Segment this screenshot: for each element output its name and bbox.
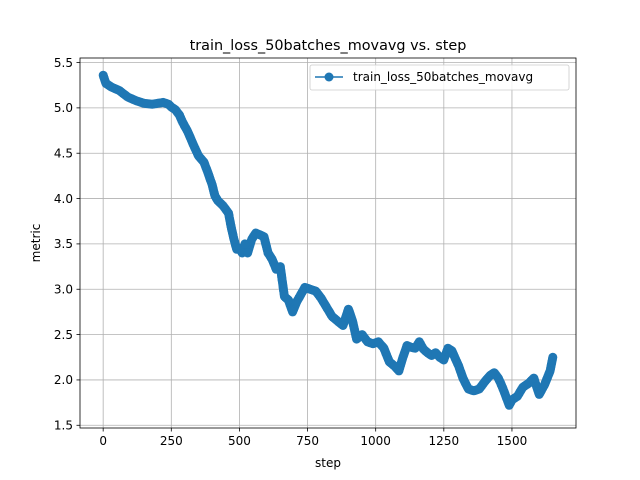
data-point xyxy=(226,223,236,233)
data-point xyxy=(203,168,213,178)
data-point xyxy=(529,373,539,383)
x-tick-label: 1000 xyxy=(360,434,391,448)
x-tick-label: 0 xyxy=(99,434,107,448)
data-point xyxy=(316,293,326,303)
data-point xyxy=(480,377,490,387)
data-point xyxy=(493,373,503,383)
y-tick-label: 5.5 xyxy=(54,56,73,70)
data-point xyxy=(548,352,558,362)
data-point xyxy=(338,321,348,330)
data-point xyxy=(450,352,460,362)
data-point xyxy=(540,380,550,389)
data-point xyxy=(284,295,293,305)
y-tick-label: 2.0 xyxy=(54,373,73,387)
data-point xyxy=(439,355,449,365)
data-point xyxy=(188,139,198,149)
data-point xyxy=(207,180,217,190)
data-point xyxy=(311,286,321,296)
data-point xyxy=(243,248,253,258)
data-point xyxy=(139,98,149,108)
x-tick-label: 1500 xyxy=(497,434,528,448)
data-point xyxy=(348,316,357,326)
data-point xyxy=(218,201,228,211)
data-point xyxy=(410,343,420,353)
y-tick-label: 4.0 xyxy=(54,192,73,206)
y-tick-label: 2.5 xyxy=(54,328,73,342)
legend-label: train_loss_50batches_movavg xyxy=(353,70,533,84)
legend-marker-swatch xyxy=(324,72,334,82)
data-point xyxy=(123,92,133,102)
data-point xyxy=(373,337,383,347)
data-point xyxy=(247,234,257,244)
data-point xyxy=(534,389,544,399)
data-point xyxy=(194,151,203,161)
series-layer xyxy=(98,70,558,410)
x-axis-label: step xyxy=(315,456,341,470)
data-point xyxy=(545,366,555,376)
data-point xyxy=(512,391,522,401)
data-point xyxy=(229,234,239,244)
data-point xyxy=(131,96,141,106)
data-point xyxy=(394,366,404,376)
data-point xyxy=(267,254,277,264)
data-point xyxy=(288,307,298,317)
data-point xyxy=(240,239,250,249)
x-tick-label: 500 xyxy=(228,434,251,448)
data-point xyxy=(213,195,223,205)
data-point xyxy=(98,70,108,80)
data-point xyxy=(497,382,507,392)
data-point xyxy=(414,337,424,347)
data-point xyxy=(259,232,269,242)
data-point xyxy=(115,86,124,96)
y-axis-label: metric xyxy=(29,224,43,263)
data-point xyxy=(343,304,353,314)
data-point xyxy=(322,302,332,312)
axis-ticks: 0 250 500 750 1000 1250 1500 1.5 2.0 2.5 3.0 3.5 4.0… xyxy=(54,56,527,448)
legend-box xyxy=(309,64,570,91)
y-tick-label: 3.5 xyxy=(54,237,73,251)
y-tick-label: 3.0 xyxy=(54,283,73,297)
data-point xyxy=(379,343,389,353)
data-point xyxy=(357,330,367,340)
data-point xyxy=(275,262,285,272)
data-point xyxy=(458,373,468,383)
data-point xyxy=(296,290,306,300)
plot-frame xyxy=(79,57,577,429)
data-point xyxy=(523,379,533,389)
data-point xyxy=(224,208,233,218)
x-tick-label: 750 xyxy=(296,434,319,448)
data-point xyxy=(199,157,209,167)
data-point xyxy=(106,82,116,92)
y-tick-label: 1.5 xyxy=(54,419,73,433)
data-point xyxy=(177,117,187,126)
grid-lines xyxy=(80,58,576,428)
y-tick-label: 5.0 xyxy=(54,101,73,115)
y-tick-label: 4.5 xyxy=(54,147,73,161)
data-point xyxy=(183,127,193,136)
data-point xyxy=(398,352,408,362)
x-tick-label: 1250 xyxy=(429,434,460,448)
data-point xyxy=(454,361,464,371)
data-point xyxy=(474,384,484,394)
legend: train_loss_50batches_movavg xyxy=(309,64,570,91)
x-tick-label: 250 xyxy=(160,434,183,448)
data-point xyxy=(292,297,302,307)
chart-title: train_loss_50batches_movavg vs. step xyxy=(190,38,467,54)
